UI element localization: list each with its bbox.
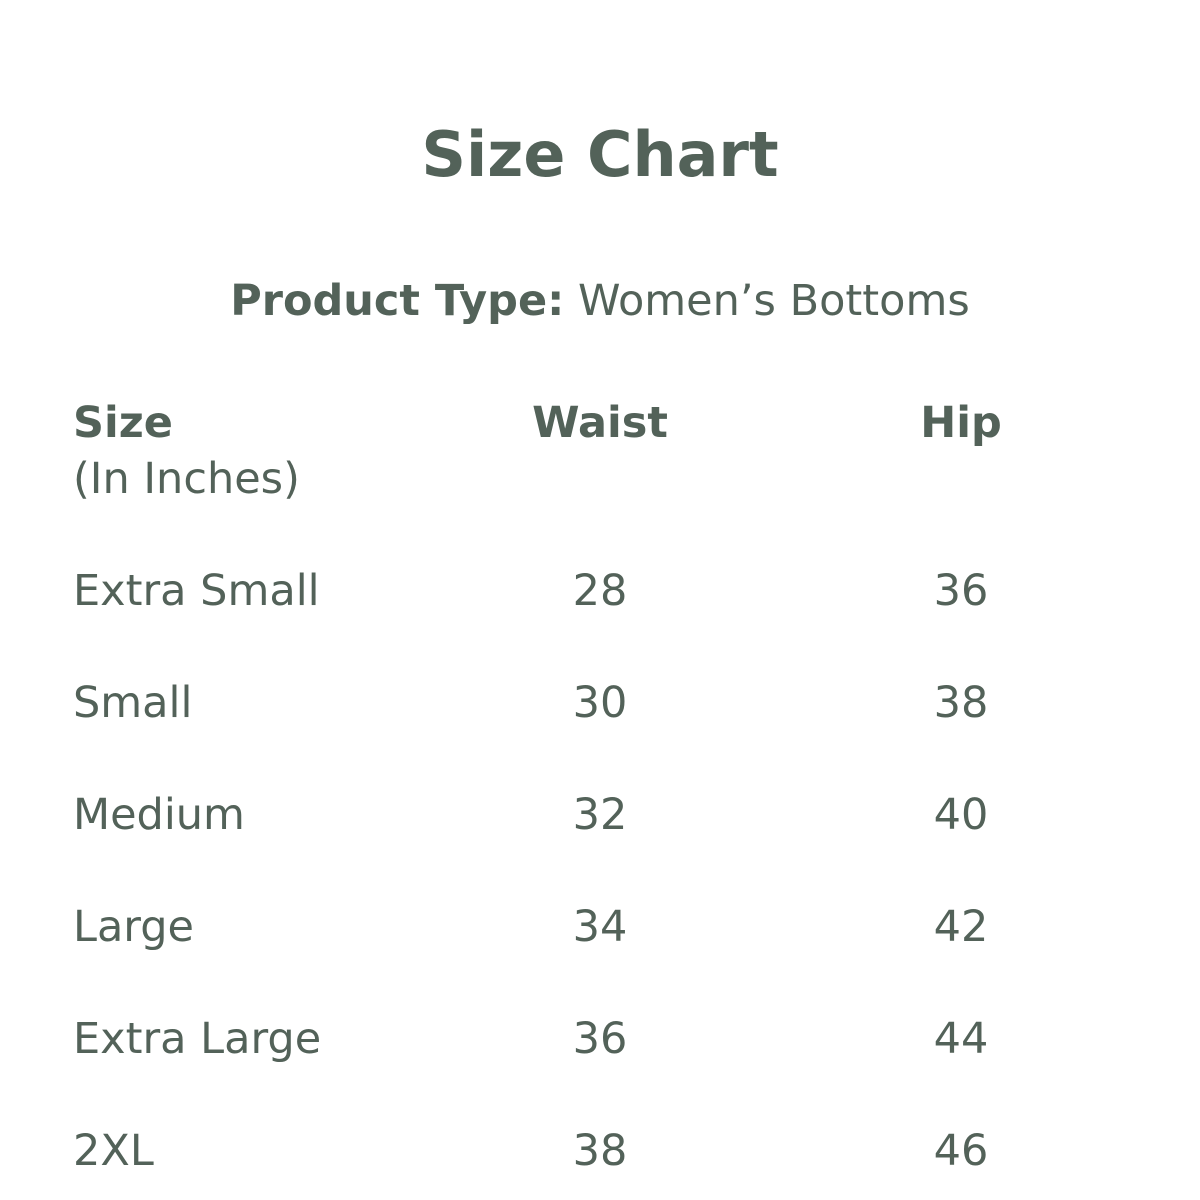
size-cell: Small [73, 678, 193, 728]
header-waist: Waist [532, 398, 668, 448]
product-type-value: Women’s Bottoms [577, 276, 970, 326]
hip-cell: 44 [933, 1014, 989, 1064]
product-type: Product Type: Women’s Bottoms [0, 276, 1200, 326]
size-cell: Large [73, 902, 194, 952]
waist-cell: 30 [572, 678, 628, 728]
hip-cell: 40 [933, 790, 989, 840]
header-size-note: (In Inches) [73, 454, 300, 504]
size-cell: Medium [73, 790, 245, 840]
header-hip: Hip [920, 398, 1002, 448]
size-cell: Extra Large [73, 1014, 322, 1064]
table-row: 2XL 38 46 [0, 1126, 1200, 1186]
table-row: Extra Large 36 44 [0, 1014, 1200, 1074]
waist-cell: 36 [572, 1014, 628, 1064]
table-row: Large 34 42 [0, 902, 1200, 962]
hip-cell: 46 [933, 1126, 989, 1176]
waist-cell: 34 [572, 902, 628, 952]
size-cell: Extra Small [73, 566, 320, 616]
size-cell: 2XL [73, 1126, 154, 1176]
waist-cell: 38 [572, 1126, 628, 1176]
waist-cell: 28 [572, 566, 628, 616]
hip-cell: 38 [933, 678, 989, 728]
page-title: Size Chart [421, 118, 779, 191]
header-size: Size [73, 398, 173, 448]
table-row: Extra Small 28 36 [0, 566, 1200, 626]
hip-cell: 36 [933, 566, 989, 616]
table-row: Small 30 38 [0, 678, 1200, 738]
product-type-label: Product Type: [230, 276, 565, 326]
hip-cell: 42 [933, 902, 989, 952]
waist-cell: 32 [572, 790, 628, 840]
table-row: Medium 32 40 [0, 790, 1200, 850]
